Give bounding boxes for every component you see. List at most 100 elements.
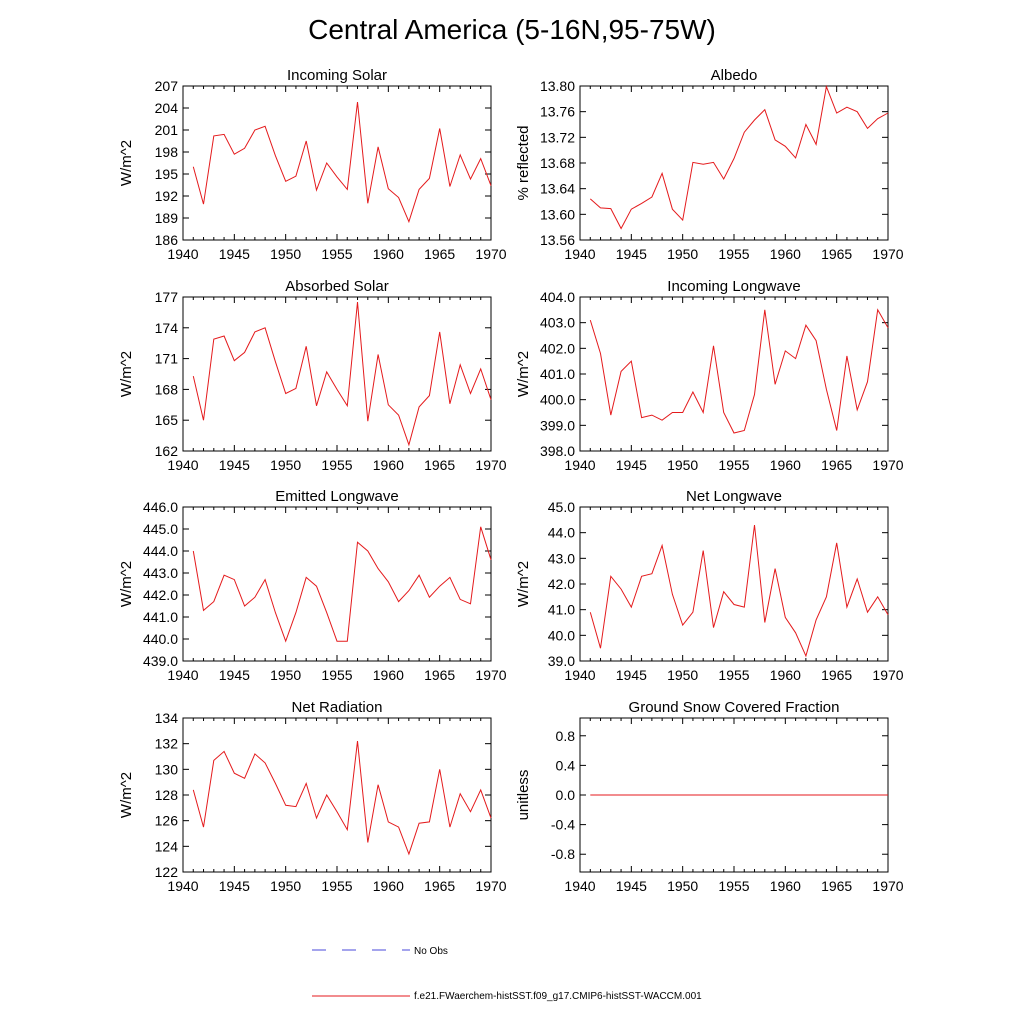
x-tick-label: 1940 bbox=[564, 246, 595, 262]
x-tick-label: 1950 bbox=[270, 667, 301, 683]
x-tick-label: 1945 bbox=[616, 457, 647, 473]
y-tick-label: 189 bbox=[155, 210, 179, 226]
x-tick-label: 1965 bbox=[424, 878, 455, 894]
panel-7: Net Radiation W/m^2 122 124 126 128 130 132 134 1… bbox=[118, 699, 507, 894]
y-tick-label: 44.0 bbox=[548, 525, 575, 541]
panel-title: Net Longwave bbox=[686, 488, 782, 505]
model-series-line bbox=[192, 302, 492, 447]
x-tick-label: 1950 bbox=[667, 667, 698, 683]
y-tick-label: 403.0 bbox=[540, 315, 575, 331]
y-axis-label: unitless bbox=[515, 770, 532, 821]
y-tick-label: 201 bbox=[155, 122, 179, 138]
y-tick-label: 440.0 bbox=[143, 631, 178, 647]
y-tick-label: 204 bbox=[155, 100, 179, 116]
x-tick-label: 1945 bbox=[219, 667, 250, 683]
x-tick-label: 1940 bbox=[564, 457, 595, 473]
y-tick-label: 398.0 bbox=[540, 443, 575, 459]
y-tick-label: 401.0 bbox=[540, 366, 575, 382]
x-tick-label: 1955 bbox=[718, 667, 749, 683]
y-tick-label: -0.4 bbox=[551, 817, 575, 833]
y-tick-label: 174 bbox=[155, 320, 179, 336]
y-tick-label: 404.0 bbox=[540, 289, 575, 305]
x-tick-label: 1940 bbox=[167, 246, 198, 262]
plot-frame bbox=[182, 717, 492, 873]
y-tick-label: 13.60 bbox=[540, 206, 575, 222]
x-tick-label: 1965 bbox=[424, 246, 455, 262]
x-tick-label: 1970 bbox=[872, 667, 903, 683]
x-tick-label: 1945 bbox=[219, 878, 250, 894]
y-tick-label: 0.0 bbox=[556, 787, 576, 803]
y-tick-label: 13.68 bbox=[540, 155, 575, 171]
y-tick-label: 39.0 bbox=[548, 653, 575, 669]
panel-title: Ground Snow Covered Fraction bbox=[629, 699, 840, 716]
x-tick-label: 1970 bbox=[475, 667, 506, 683]
x-tick-label: 1955 bbox=[718, 246, 749, 262]
panel-title: Emitted Longwave bbox=[275, 488, 398, 505]
panel-title: Albedo bbox=[711, 67, 758, 84]
x-tick-label: 1970 bbox=[872, 878, 903, 894]
x-tick-label: 1960 bbox=[770, 667, 801, 683]
x-tick-label: 1955 bbox=[718, 457, 749, 473]
y-tick-label: 439.0 bbox=[143, 653, 178, 669]
x-tick-label: 1960 bbox=[770, 457, 801, 473]
x-tick-label: 1940 bbox=[564, 667, 595, 683]
y-tick-label: 13.64 bbox=[540, 181, 575, 197]
y-axis-label: W/m^2 bbox=[118, 351, 135, 397]
y-tick-label: 13.72 bbox=[540, 129, 575, 145]
x-tick-label: 1945 bbox=[219, 457, 250, 473]
panel-title: Incoming Longwave bbox=[667, 278, 800, 295]
model-series-line bbox=[589, 524, 889, 658]
panel-2: Albedo % reflected 13.56 13.60 13.64 13.68 13.… bbox=[515, 67, 904, 262]
x-tick-label: 1960 bbox=[373, 878, 404, 894]
panel-8: Ground Snow Covered Fraction unitless -0.8… bbox=[515, 699, 904, 894]
y-tick-label: 128 bbox=[155, 787, 179, 803]
y-tick-label: 132 bbox=[155, 736, 179, 752]
y-axis-label: W/m^2 bbox=[118, 561, 135, 607]
x-tick-label: 1970 bbox=[475, 878, 506, 894]
y-tick-label: 198 bbox=[155, 144, 179, 160]
y-tick-label: 400.0 bbox=[540, 392, 575, 408]
model-series-line bbox=[192, 102, 492, 224]
x-tick-label: 1960 bbox=[373, 457, 404, 473]
plot-frame bbox=[579, 85, 889, 241]
x-tick-label: 1945 bbox=[616, 878, 647, 894]
x-tick-label: 1940 bbox=[167, 878, 198, 894]
y-tick-label: 442.0 bbox=[143, 587, 178, 603]
x-tick-label: 1940 bbox=[167, 667, 198, 683]
y-tick-label: 192 bbox=[155, 188, 179, 204]
y-tick-label: 443.0 bbox=[143, 565, 178, 581]
y-tick-label: 444.0 bbox=[143, 543, 178, 559]
x-tick-label: 1965 bbox=[821, 246, 852, 262]
x-tick-label: 1960 bbox=[770, 878, 801, 894]
model-series-line bbox=[192, 741, 492, 856]
y-tick-label: 122 bbox=[155, 864, 179, 880]
y-tick-label: 0.4 bbox=[556, 757, 576, 773]
y-tick-label: 441.0 bbox=[143, 609, 178, 625]
y-tick-label: 13.56 bbox=[540, 232, 575, 248]
y-tick-label: 126 bbox=[155, 813, 179, 829]
panel-title: Net Radiation bbox=[292, 699, 383, 716]
x-tick-label: 1950 bbox=[667, 246, 698, 262]
y-tick-label: 130 bbox=[155, 761, 179, 777]
y-tick-label: 134 bbox=[155, 710, 179, 726]
x-tick-label: 1950 bbox=[270, 246, 301, 262]
x-tick-label: 1950 bbox=[667, 457, 698, 473]
panel-title: Absorbed Solar bbox=[285, 278, 388, 295]
x-tick-label: 1955 bbox=[321, 667, 352, 683]
model-series-line bbox=[589, 308, 889, 434]
x-tick-label: 1970 bbox=[872, 457, 903, 473]
x-tick-label: 1940 bbox=[564, 878, 595, 894]
x-tick-label: 1950 bbox=[667, 878, 698, 894]
y-tick-label: 399.0 bbox=[540, 417, 575, 433]
plot-frame bbox=[579, 296, 889, 452]
y-axis-label: % reflected bbox=[515, 125, 532, 200]
x-tick-label: 1970 bbox=[872, 246, 903, 262]
x-tick-label: 1965 bbox=[821, 457, 852, 473]
panel-6: Net Longwave W/m^2 39.0 40.0 41.0 42.0 43.0 44.… bbox=[515, 488, 904, 683]
plot-frame bbox=[182, 296, 492, 452]
panel-4: Incoming Longwave W/m^2 398.0 399.0 400.0 401… bbox=[515, 278, 904, 473]
y-axis-label: W/m^2 bbox=[118, 772, 135, 818]
y-tick-label: 124 bbox=[155, 838, 179, 854]
x-tick-label: 1960 bbox=[770, 246, 801, 262]
x-tick-label: 1965 bbox=[821, 878, 852, 894]
